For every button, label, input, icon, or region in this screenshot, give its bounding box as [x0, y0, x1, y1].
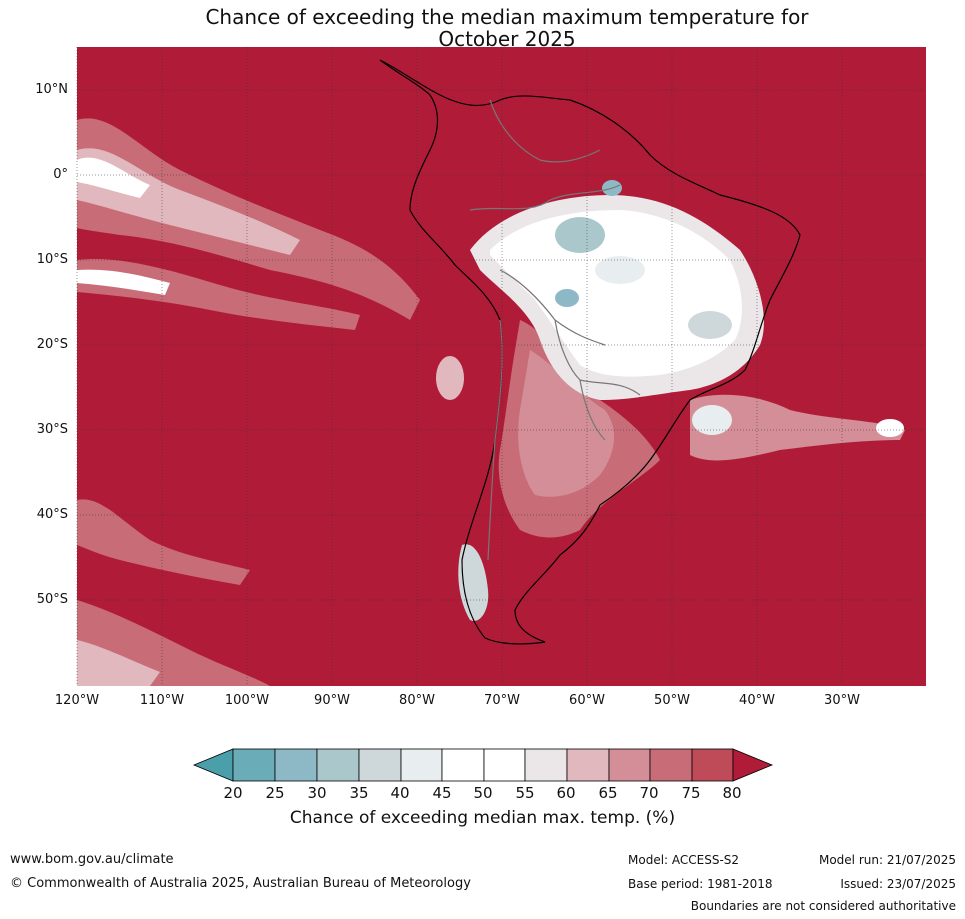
colorbar-tick: 45 [432, 784, 452, 802]
footer-base-period: Base period: 1981-2018 [628, 877, 773, 891]
lon-label: 100°W [224, 693, 270, 708]
colorbar-tick: 75 [681, 784, 701, 802]
coastlines [379, 59, 801, 645]
colorbar-tick: 30 [307, 784, 327, 802]
lat-label: 30°S [36, 422, 68, 437]
colorbar-tick: 55 [515, 784, 535, 802]
lon-label: 120°W [54, 693, 100, 708]
footer-model: Model: ACCESS-S2 [628, 853, 740, 867]
colorbar-tick: 35 [349, 784, 369, 802]
chart-title-line1: Chance of exceeding the median maximum t… [205, 5, 809, 29]
colorbar-tick: 20 [223, 784, 243, 802]
chart-title-line2: October 2025 [438, 27, 576, 51]
footer-url[interactable]: www.bom.gov.au/climate [10, 852, 174, 867]
lat-label: 40°S [36, 507, 68, 522]
lon-label: 40°W [739, 693, 775, 708]
colorbar-low-extend [192, 748, 234, 782]
colorbar-high-extend [732, 748, 774, 782]
lat-label: 10°N [35, 82, 68, 97]
footer-disclaimer: Boundaries are not considered authoritat… [690, 899, 956, 913]
lon-label: 80°W [399, 693, 435, 708]
lon-label: 110°W [139, 693, 185, 708]
continent-shading [458, 180, 905, 621]
footer-copyright: © Commonwealth of Australia 2025, Austra… [10, 876, 471, 891]
colorbar-label: Chance of exceeding median max. temp. (%… [289, 808, 676, 828]
colorbar-tick: 40 [390, 784, 410, 802]
colorbar-tick: 60 [556, 784, 576, 802]
colorbar-tick: 50 [473, 784, 493, 802]
colorbar-tick: 25 [265, 784, 285, 802]
lon-label: 50°W [654, 693, 690, 708]
lon-label: 70°W [484, 693, 520, 708]
colorbar-tick: 70 [639, 784, 659, 802]
lat-label: 10°S [36, 252, 68, 267]
lon-label: 30°W [824, 693, 860, 708]
lon-label: 60°W [569, 693, 605, 708]
lat-label: 0° [53, 167, 68, 182]
colorbar-tick: 65 [598, 784, 618, 802]
footer-issued: Issued: 23/07/2025 [840, 877, 956, 891]
lat-label: 20°S [36, 337, 68, 352]
gridlines [76, 47, 926, 686]
colorbar [192, 748, 774, 782]
pacific-shading [77, 118, 464, 686]
colorbar-tick: 80 [722, 784, 742, 802]
lon-label: 90°W [314, 693, 350, 708]
lat-label: 50°S [36, 592, 68, 607]
footer-model-run: Model run: 21/07/2025 [818, 853, 956, 867]
